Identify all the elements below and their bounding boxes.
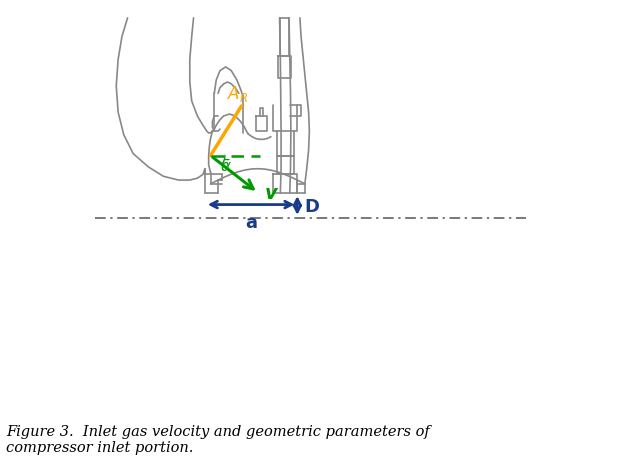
Text: $A_R$: $A_R$ bbox=[227, 84, 248, 104]
Text: $\bar{\alpha}$: $\bar{\alpha}$ bbox=[220, 159, 232, 175]
Text: D: D bbox=[304, 197, 319, 215]
Text: a: a bbox=[245, 213, 257, 231]
Text: v: v bbox=[265, 184, 278, 203]
Text: Figure 3.  Inlet gas velocity and geometric parameters of
compressor inlet porti: Figure 3. Inlet gas velocity and geometr… bbox=[6, 424, 430, 454]
